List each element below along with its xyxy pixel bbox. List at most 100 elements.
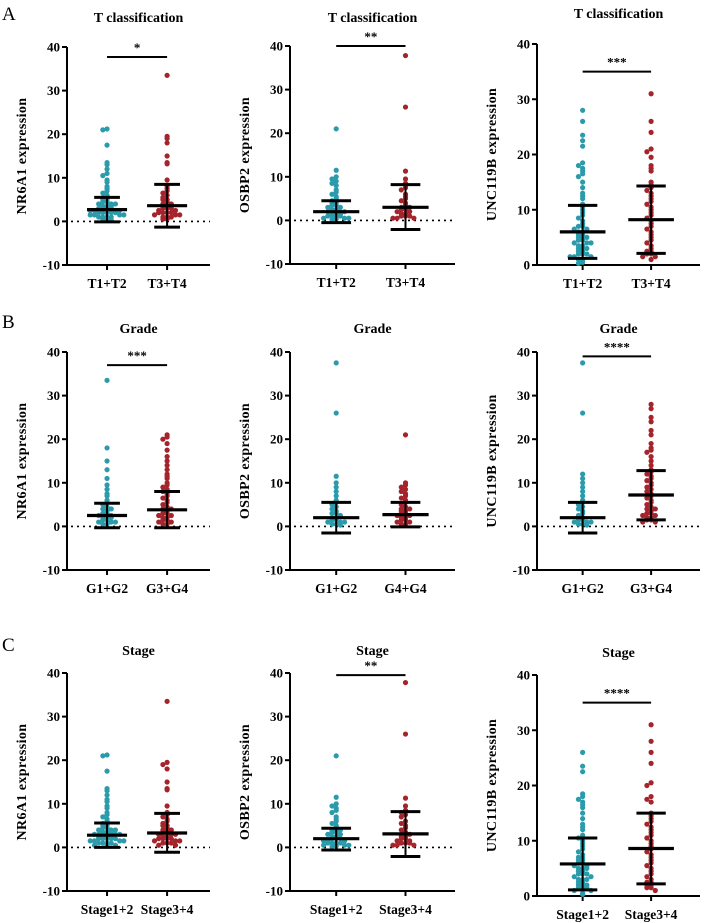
- y-tick-label: 30: [47, 709, 60, 724]
- x-tick-label: Stage1+2: [310, 902, 363, 917]
- y-tick-label: 40: [517, 668, 530, 683]
- data-point: [117, 838, 123, 844]
- y-tick-label: 0: [54, 840, 61, 855]
- data-point: [172, 838, 179, 844]
- data-point: [648, 780, 654, 786]
- data-point: [151, 212, 158, 218]
- data-point: [156, 210, 162, 216]
- data-point: [580, 185, 586, 191]
- data-point: [584, 240, 590, 246]
- chart-title: Grade: [599, 322, 637, 337]
- data-point: [87, 838, 93, 844]
- data-point: [168, 210, 174, 216]
- data-point: [644, 495, 650, 501]
- data-point: [411, 842, 417, 848]
- chart-title: Stage: [356, 644, 389, 659]
- data-point: [648, 406, 654, 412]
- data-point: [407, 519, 413, 525]
- group-2-points: [394, 432, 413, 527]
- data-point: [172, 212, 179, 218]
- data-point: [575, 506, 582, 512]
- data-point: [402, 104, 409, 110]
- chart-title: Stage: [122, 644, 155, 659]
- significance-stars: **: [364, 29, 377, 44]
- panel-6: Grade UNC119B expression -10 0 10 20 30 40 G1+G2…: [485, 322, 700, 596]
- data-point: [333, 167, 339, 173]
- data-point: [398, 198, 404, 204]
- y-axis-label: UNC119B expression: [485, 394, 500, 527]
- data-point: [104, 458, 110, 464]
- data-point: [164, 140, 170, 146]
- y-axis-label: OSBP2 expression: [238, 403, 253, 519]
- data-point: [160, 495, 166, 501]
- data-point: [168, 519, 174, 525]
- data-point: [333, 493, 339, 499]
- data-point: [160, 836, 166, 842]
- data-point: [644, 849, 650, 855]
- data-point: [640, 254, 646, 260]
- data-point: [329, 510, 335, 516]
- data-point: [104, 377, 110, 383]
- data-point: [648, 760, 654, 767]
- data-point: [91, 212, 98, 218]
- data-point: [402, 486, 409, 492]
- data-point: [644, 484, 650, 490]
- data-point: [346, 215, 352, 221]
- data-point: [333, 818, 339, 824]
- data-point: [160, 436, 166, 442]
- data-point: [580, 827, 586, 833]
- data-point: [588, 240, 594, 246]
- panel-letter: B: [2, 312, 15, 333]
- panel-4: B Grade NR6A1 expression -10 0 10 20 30 40 G1+G2 G…: [2, 312, 210, 596]
- data-point: [160, 823, 166, 829]
- data-point: [580, 816, 586, 822]
- data-point: [398, 484, 404, 490]
- y-tick-label: 0: [277, 213, 284, 228]
- data-point: [648, 401, 654, 407]
- data-point: [164, 440, 170, 447]
- data-point: [580, 475, 586, 482]
- data-point: [91, 838, 98, 844]
- data-point: [164, 766, 170, 772]
- data-point: [108, 829, 114, 835]
- y-tick-label: -10: [266, 884, 283, 899]
- x-tick-label: Stage3+4: [625, 907, 678, 922]
- data-point: [160, 502, 166, 508]
- data-point: [648, 749, 654, 755]
- data-point: [402, 168, 409, 174]
- data-point: [96, 519, 102, 525]
- data-point: [648, 458, 654, 464]
- data-point: [325, 213, 331, 219]
- data-point: [394, 209, 400, 215]
- data-point: [333, 480, 339, 486]
- y-tick-label: 10: [270, 796, 283, 811]
- data-point: [648, 129, 654, 135]
- data-point: [121, 212, 127, 218]
- data-point: [337, 840, 343, 846]
- data-point: [104, 166, 110, 172]
- data-point: [329, 176, 335, 182]
- data-point: [580, 143, 586, 149]
- y-tick-label: 20: [270, 432, 283, 447]
- data-point: [580, 493, 586, 499]
- data-point: [100, 829, 106, 835]
- data-point: [104, 799, 110, 805]
- data-point: [580, 132, 586, 138]
- data-point: [644, 510, 650, 516]
- data-point: [329, 180, 335, 186]
- data-point: [333, 473, 339, 479]
- y-tick-label: 40: [47, 40, 60, 55]
- data-point: [575, 260, 582, 266]
- data-point: [648, 462, 654, 468]
- data-point: [329, 506, 335, 512]
- data-point: [333, 801, 339, 807]
- data-point: [168, 214, 174, 220]
- y-tick-label: 0: [54, 214, 61, 229]
- data-point: [104, 475, 110, 482]
- data-point: [164, 482, 170, 488]
- y-tick-label: 10: [517, 833, 530, 848]
- group-2-points: [390, 52, 417, 221]
- data-point: [329, 843, 335, 850]
- data-point: [575, 251, 582, 257]
- data-point: [398, 495, 404, 501]
